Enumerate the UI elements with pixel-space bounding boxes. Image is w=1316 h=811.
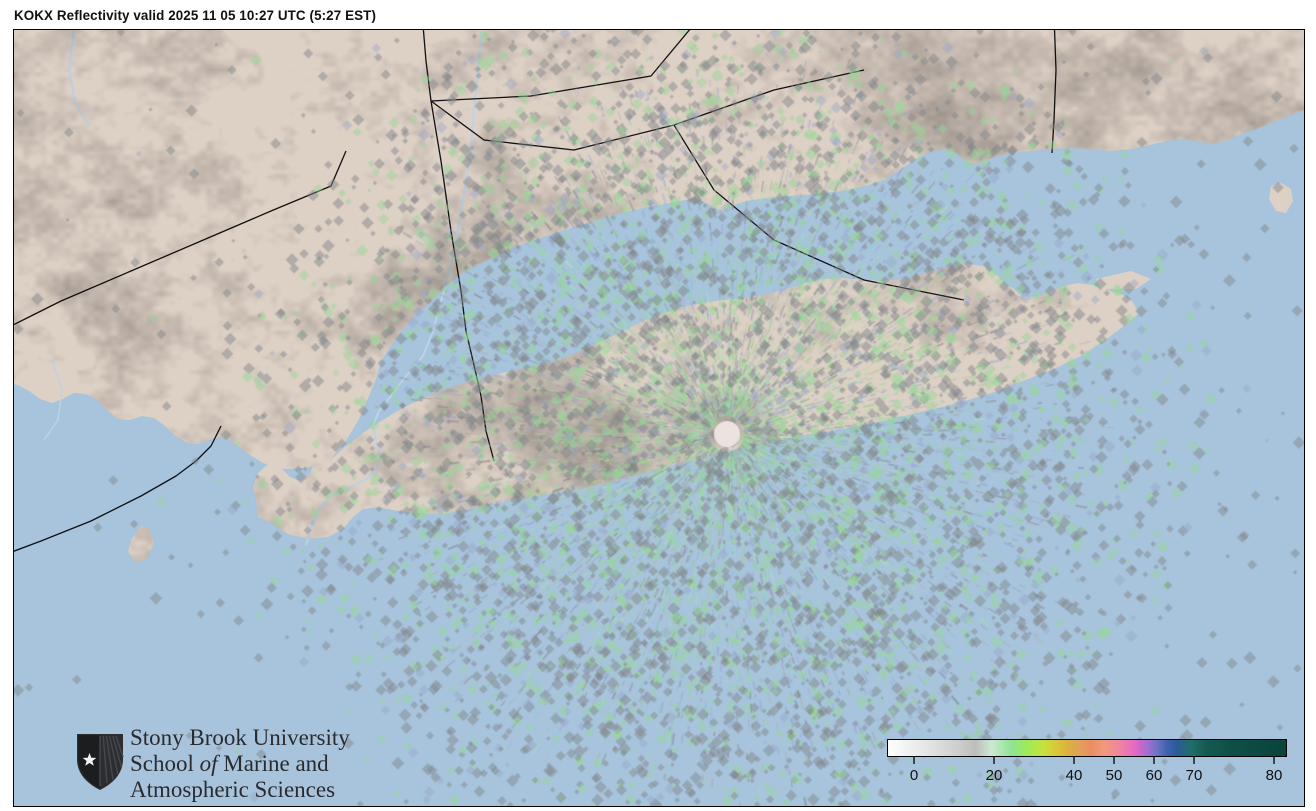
- svg-text:40: 40: [1066, 767, 1083, 784]
- svg-text:70: 70: [1186, 767, 1203, 784]
- svg-text:0: 0: [910, 767, 918, 784]
- svg-text:20: 20: [986, 767, 1003, 784]
- svg-text:50: 50: [1106, 767, 1123, 784]
- svg-text:80: 80: [1266, 767, 1283, 784]
- svg-text:60: 60: [1146, 767, 1163, 784]
